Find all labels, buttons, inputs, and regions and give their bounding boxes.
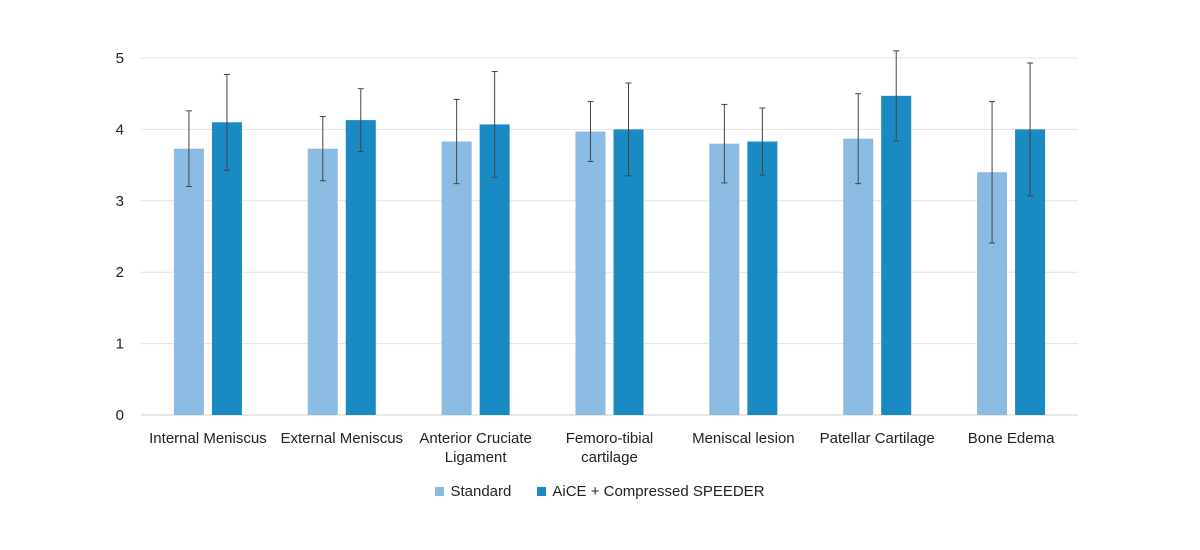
gridlines [141, 57, 1078, 416]
bars [173, 95, 1046, 416]
y-tick-label: 3 [116, 193, 124, 210]
x-tick-label: External Meniscus [281, 430, 404, 447]
x-tick-label: Internal Meniscus [149, 430, 267, 447]
bar-standard-3 [575, 131, 606, 416]
y-tick-label: 1 [116, 336, 124, 353]
bar-aice-1 [345, 120, 376, 416]
bar-standard-2 [441, 141, 472, 415]
legend-item-aice: AiCE + Compressed SPEEDER [537, 483, 765, 500]
bar-standard-0 [173, 148, 204, 416]
y-tick-label: 4 [116, 121, 124, 138]
legend-label-standard: Standard [450, 483, 512, 500]
legend-item-standard: Standard [435, 483, 511, 500]
bar-aice-4 [747, 141, 778, 415]
x-tick-label: Femoro-tibial cartilage [566, 430, 654, 466]
bar-standard-5 [843, 138, 874, 415]
bar-standard-4 [709, 143, 740, 415]
x-tick-label: Anterior Cruciate Ligament [419, 430, 532, 466]
y-tick-label: 0 [116, 407, 124, 424]
y-tick-label: 5 [116, 50, 124, 67]
x-tick-label: Bone Edema [968, 430, 1055, 447]
x-tick-label: Meniscal lesion [692, 430, 795, 447]
bar-aice-5 [881, 95, 912, 415]
bar-aice-0 [211, 122, 242, 415]
bar-chart: 0 1 2 3 4 5 Internal Meniscus External Meniscu… [116, 50, 1078, 466]
bar-standard-1 [307, 148, 338, 416]
legend-swatch-aice [537, 487, 547, 496]
legend-swatch-standard [435, 487, 445, 496]
x-tick-label: Patellar Cartilage [820, 430, 935, 447]
error-bars [185, 50, 1034, 244]
y-axis-ticks: 0 1 2 3 4 5 [116, 50, 124, 424]
bar-aice-3 [613, 129, 644, 415]
x-axis-labels: Internal Meniscus External Meniscus Anteri… [149, 430, 1055, 466]
legend: Standard AiCE + Compressed SPEEDER [0, 483, 1200, 500]
y-tick-label: 2 [116, 264, 124, 281]
legend-label-aice: AiCE + Compressed SPEEDER [552, 483, 765, 500]
